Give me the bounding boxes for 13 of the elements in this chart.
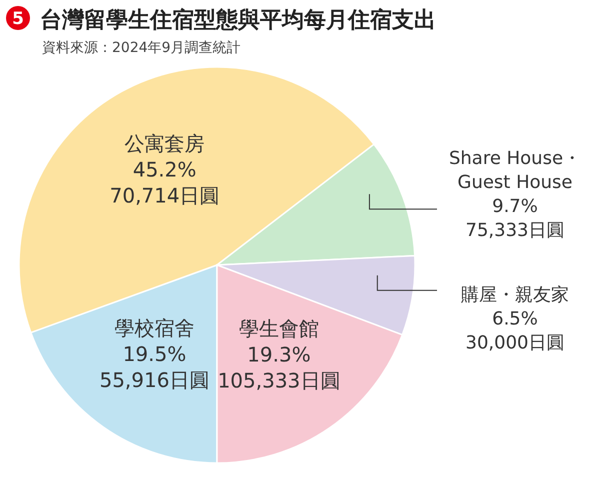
slice-label: 購屋・親友家 bbox=[461, 284, 569, 306]
badge: 5 bbox=[6, 6, 30, 30]
slice-label: 學生會館 bbox=[238, 316, 319, 341]
data-label: 9.7% 75,333日圓 bbox=[466, 196, 564, 242]
data-label: 19.5% 55,916日圓 bbox=[100, 342, 210, 392]
data-label: 6.5% 30,000日圓 bbox=[466, 308, 564, 354]
slice-label: 學校宿舍 bbox=[114, 316, 194, 340]
slice-label: Share House・ Guest House bbox=[448, 148, 582, 194]
data-label: 19.3% 105,333日圓 bbox=[218, 342, 340, 393]
chart-title: 台灣留學生住宿型態與平均每月住宿支出 bbox=[40, 7, 436, 33]
slice-label: 公寓套房 bbox=[124, 132, 205, 156]
data-label: 45.2% 70,714日圓 bbox=[110, 158, 220, 208]
chart-subtitle: 資料來源：2024年9月調查統計 bbox=[42, 40, 241, 56]
